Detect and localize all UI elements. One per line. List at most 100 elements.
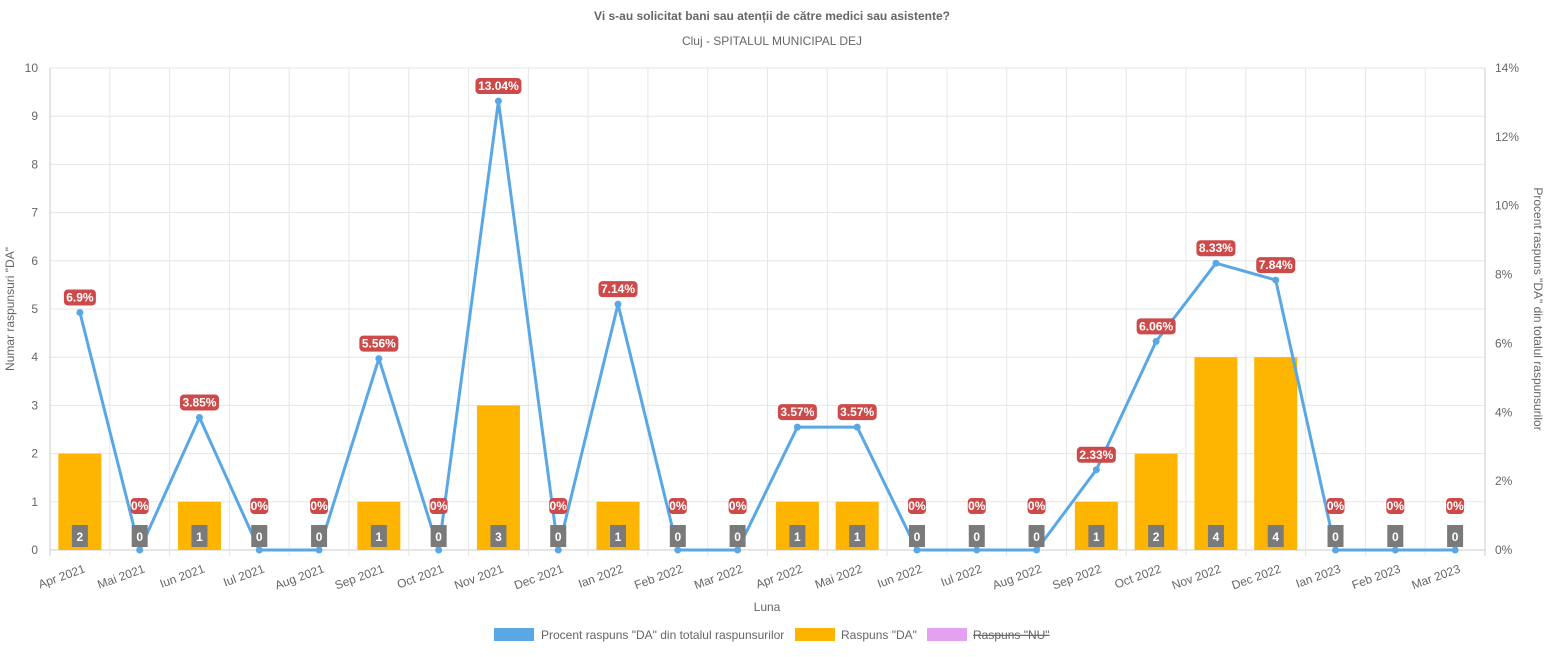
bar-label-box [1327, 525, 1344, 547]
percent-label-box [130, 498, 149, 514]
bar-label-box [849, 525, 866, 547]
line-point [315, 546, 323, 554]
percent-label-box [310, 498, 329, 514]
x-tick-label: Sep 2022 [1050, 562, 1103, 593]
y2-tick-label: 8% [1495, 268, 1513, 282]
bar-value-label: 2 [77, 530, 84, 544]
bar [1194, 357, 1238, 550]
bar-value-label: 1 [794, 530, 801, 544]
percent-value-label: 0% [729, 499, 747, 513]
bar-value-label: 4 [1272, 530, 1279, 544]
x-tick-label: Ian 2022 [576, 562, 625, 591]
line-point [375, 355, 383, 363]
bar-label-box [908, 525, 925, 547]
bar-label-box [311, 525, 328, 547]
line-point [913, 546, 921, 554]
percent-label-box [1136, 318, 1176, 335]
bar-label-box [729, 525, 746, 547]
x-tick-label: Dec 2022 [1230, 562, 1283, 593]
percent-label-box [1076, 446, 1116, 463]
bar-value-label: 0 [136, 530, 143, 544]
line-point [1212, 259, 1220, 267]
bar-value-label: 0 [674, 530, 681, 544]
percent-value-label: 6.9% [66, 290, 94, 304]
legend: Procent raspuns "DA" din totalul raspuns… [494, 628, 1050, 642]
y2-tick-label: 10% [1495, 199, 1519, 213]
y-tick-label: 9 [31, 109, 38, 123]
x-tick-label: Iul 2022 [939, 562, 984, 590]
line-point [195, 413, 203, 421]
bar-label-box [789, 525, 806, 547]
y2-tick-label: 4% [1495, 405, 1513, 419]
bar-label-box [1267, 525, 1284, 547]
x-tick-label: Dec 2021 [512, 562, 565, 593]
x-tick-label: Iun 2021 [158, 562, 207, 591]
x-tick-label: Feb 2023 [1350, 562, 1403, 593]
y-tick-label: 10 [25, 61, 39, 75]
x-tick-label: Oct 2022 [1113, 562, 1164, 592]
legend-label-da: Raspuns "DA" [841, 628, 917, 642]
percent-label-box [668, 498, 687, 514]
line-point [793, 423, 801, 431]
percent-value-label: 0% [1327, 499, 1345, 513]
x-tick-label: Mar 2023 [1410, 562, 1463, 593]
percent-value-label: 0% [1387, 499, 1405, 513]
y-tick-label: 3 [31, 398, 38, 412]
bar-label-box [1387, 525, 1404, 547]
percent-label-box [1027, 498, 1046, 514]
chart-title: Vi s-au solicitat bani sau atenții de că… [594, 9, 950, 23]
percent-value-label: 5.56% [362, 337, 396, 351]
legend-item-nu[interactable]: Raspuns "NU" [927, 628, 1050, 642]
x-tick-label: Sep 2021 [333, 562, 386, 593]
x-tick-label: Nov 2021 [452, 562, 505, 593]
y-tick-label: 7 [31, 206, 38, 220]
y-tick-label: 4 [31, 350, 38, 364]
line-point [674, 546, 682, 554]
percent-value-label: 7.84% [1259, 258, 1293, 272]
percent-value-label: 0% [131, 499, 149, 513]
line-point [1092, 466, 1100, 474]
y-tick-label: 2 [31, 447, 38, 461]
percent-label-box [1446, 498, 1465, 514]
legend-item-percent[interactable]: Procent raspuns "DA" din totalul raspuns… [494, 628, 784, 642]
bar-value-label: 1 [1093, 530, 1100, 544]
percent-label-box [475, 78, 522, 95]
percent-label-box [1326, 498, 1345, 514]
bar-value-label: 0 [914, 530, 921, 544]
bar [1254, 357, 1298, 550]
line-point [614, 300, 622, 308]
chart-subtitle: Cluj - SPITALUL MUNICIPAL DEJ [682, 34, 862, 48]
data-labels: 2 0 1 0 0 1 0 3 0 1 0 0 1 1 0 0 0 1 2 4 4 0 0 0 6.9% 0% 3.85% 0% 0% 5… [63, 78, 1465, 547]
line-point [1451, 546, 1459, 554]
percent-value-label: 0% [1446, 499, 1464, 513]
x-tick-label: Apr 2022 [754, 562, 805, 592]
legend-item-da[interactable]: Raspuns "DA" [795, 628, 917, 642]
x-tick-label: Mai 2021 [96, 562, 147, 592]
x-tick-label: Aug 2022 [991, 562, 1044, 593]
percent-value-label: 0% [550, 499, 568, 513]
line-point [1033, 546, 1041, 554]
bar-label-box [71, 525, 88, 547]
percent-label-box [598, 281, 638, 298]
percent-label-box [359, 335, 399, 352]
bar-value-label: 0 [316, 530, 323, 544]
x-axis-title: Luna [754, 600, 781, 614]
bar-label-box [1028, 525, 1045, 547]
bar-value-label: 1 [196, 530, 203, 544]
line-point [1391, 546, 1399, 554]
x-tick-label: Nov 2022 [1170, 562, 1223, 593]
x-tick-label: Aug 2021 [273, 562, 326, 593]
percent-value-label: 2.33% [1079, 448, 1113, 462]
y2-axis-title: Procent raspuns "DA" din totalul raspuns… [1531, 187, 1545, 430]
percent-value-label: 0% [251, 499, 269, 513]
bar-value-label: 0 [256, 530, 263, 544]
bar-value-label: 0 [734, 530, 741, 544]
bar-value-label: 0 [1033, 530, 1040, 544]
grid [49, 67, 1486, 556]
percent-label-box [63, 289, 96, 306]
x-tick-label: Apr 2021 [36, 562, 87, 592]
percent-value-label: 0% [430, 499, 448, 513]
y-axis-title: Numar raspunsuri "DA" [3, 247, 17, 371]
bar-label-box [669, 525, 686, 547]
line-point [494, 97, 502, 105]
